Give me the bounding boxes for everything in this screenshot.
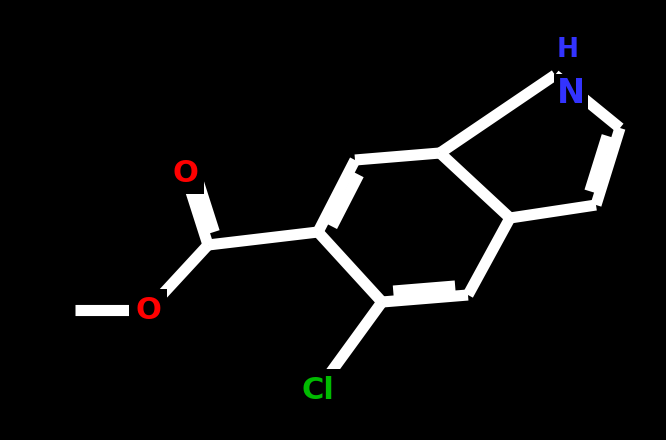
Text: Cl: Cl xyxy=(302,375,334,404)
Text: N: N xyxy=(557,77,585,110)
Text: O: O xyxy=(172,158,198,187)
Text: O: O xyxy=(135,296,161,325)
Text: H: H xyxy=(557,37,579,63)
